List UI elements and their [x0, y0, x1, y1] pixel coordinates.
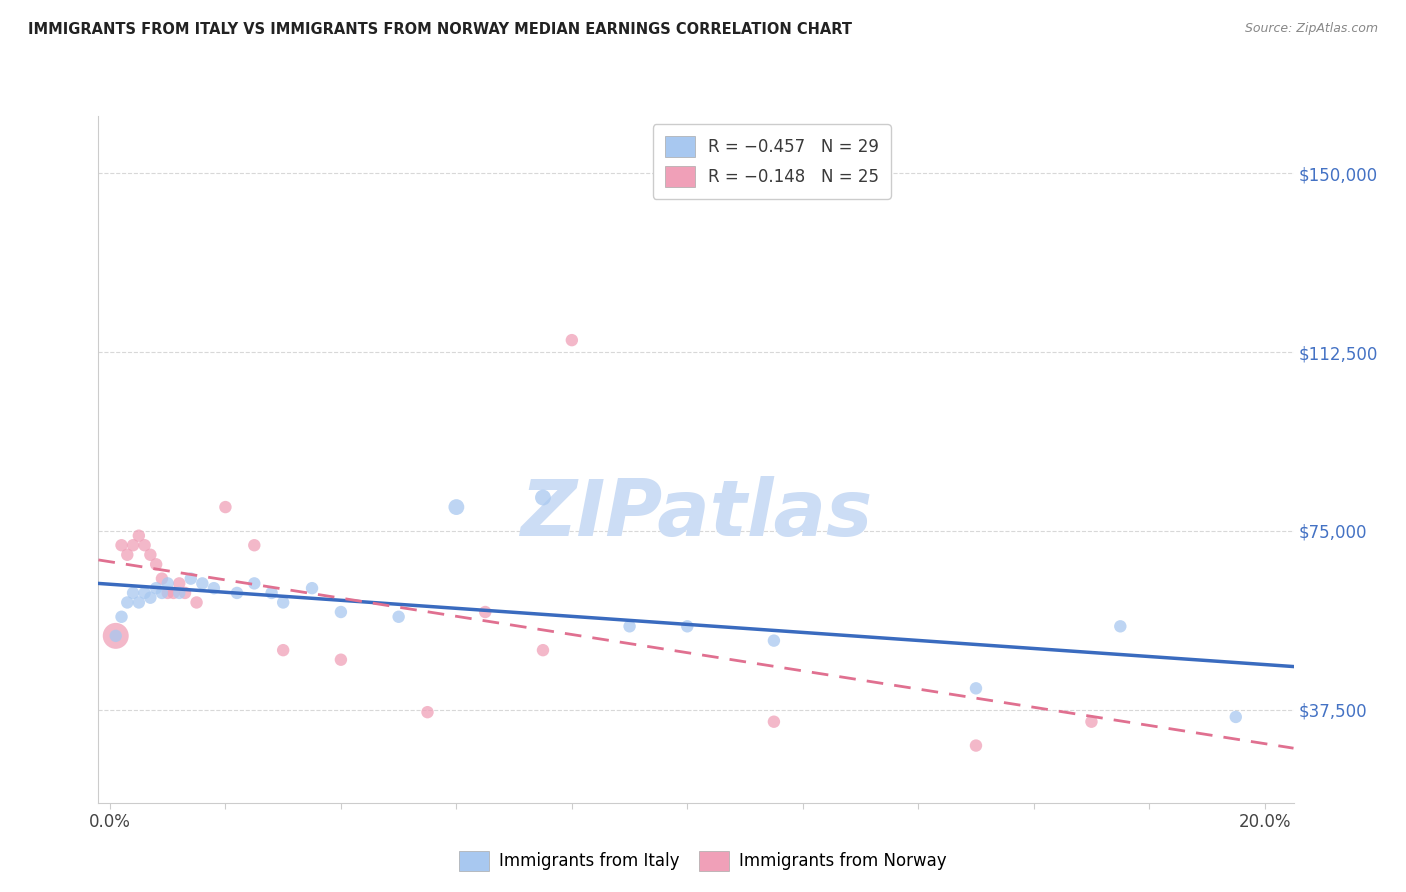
Point [416, 705, 439, 719]
Point [1225, 710, 1247, 724]
Point [474, 605, 496, 619]
Point [150, 572, 173, 586]
Point [156, 576, 179, 591]
Point [134, 538, 156, 552]
Point [104, 629, 127, 643]
Legend: Immigrants from Italy, Immigrants from Norway: Immigrants from Italy, Immigrants from N… [450, 842, 956, 880]
Point [139, 591, 162, 605]
Point [128, 529, 150, 543]
Point [243, 538, 266, 552]
Text: ZIPatlas: ZIPatlas [520, 476, 872, 552]
Point [329, 605, 352, 619]
Point [167, 576, 190, 591]
Point [301, 581, 323, 595]
Point [145, 581, 167, 595]
Point [134, 586, 156, 600]
Point [186, 595, 208, 609]
Point [260, 586, 283, 600]
Point [271, 595, 294, 609]
Point [561, 333, 583, 347]
Point [329, 653, 352, 667]
Point [110, 538, 132, 552]
Point [128, 595, 150, 609]
Point [150, 586, 173, 600]
Point [965, 681, 987, 696]
Point [145, 558, 167, 572]
Point [388, 609, 411, 624]
Point [243, 576, 266, 591]
Point [156, 586, 179, 600]
Point [202, 581, 225, 595]
Point [271, 643, 294, 657]
Point [1080, 714, 1102, 729]
Point [110, 609, 132, 624]
Point [965, 739, 987, 753]
Point [117, 595, 139, 609]
Legend: R = −0.457   N = 29, R = −0.148   N = 25: R = −0.457 N = 29, R = −0.148 N = 25 [654, 124, 891, 199]
Point [122, 538, 145, 552]
Point [531, 491, 554, 505]
Point [122, 586, 145, 600]
Point [619, 619, 641, 633]
Text: Source: ZipAtlas.com: Source: ZipAtlas.com [1244, 22, 1378, 36]
Point [1109, 619, 1132, 633]
Point [117, 548, 139, 562]
Point [762, 633, 785, 648]
Point [167, 586, 190, 600]
Point [139, 548, 162, 562]
Text: IMMIGRANTS FROM ITALY VS IMMIGRANTS FROM NORWAY MEDIAN EARNINGS CORRELATION CHAR: IMMIGRANTS FROM ITALY VS IMMIGRANTS FROM… [28, 22, 852, 37]
Point [104, 629, 127, 643]
Point [446, 500, 468, 514]
Point [226, 586, 249, 600]
Point [180, 572, 202, 586]
Point [162, 586, 184, 600]
Point [676, 619, 699, 633]
Point [531, 643, 554, 657]
Point [191, 576, 214, 591]
Point [174, 586, 197, 600]
Point [762, 714, 785, 729]
Point [214, 500, 236, 514]
